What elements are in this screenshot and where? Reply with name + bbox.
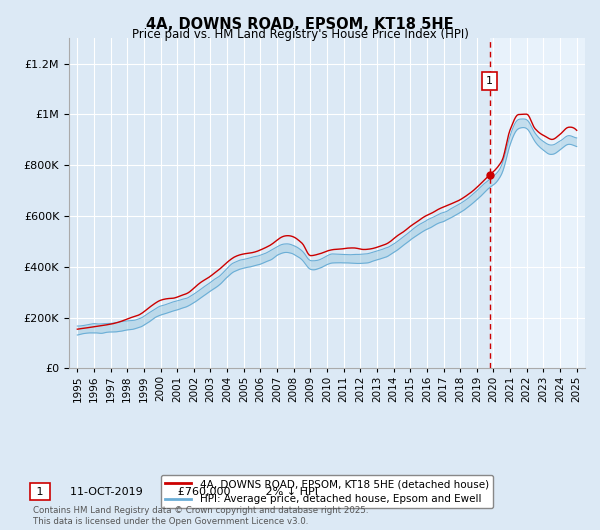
Text: 4A, DOWNS ROAD, EPSOM, KT18 5HE: 4A, DOWNS ROAD, EPSOM, KT18 5HE [146,17,454,32]
Text: 11-OCT-2019          £760,000          2% ↓ HPI: 11-OCT-2019 £760,000 2% ↓ HPI [63,487,318,497]
Text: Price paid vs. HM Land Registry's House Price Index (HPI): Price paid vs. HM Land Registry's House … [131,28,469,41]
Bar [490,38,585,368]
Text: Contains HM Land Registry data © Crown copyright and database right 2025.
This d: Contains HM Land Registry data © Crown c… [33,506,368,526]
Text: 1: 1 [33,487,47,497]
Text: 1: 1 [486,76,493,86]
Legend: 4A, DOWNS ROAD, EPSOM, KT18 5HE (detached house), HPI: Average price, detached h: 4A, DOWNS ROAD, EPSOM, KT18 5HE (detache… [161,475,493,508]
